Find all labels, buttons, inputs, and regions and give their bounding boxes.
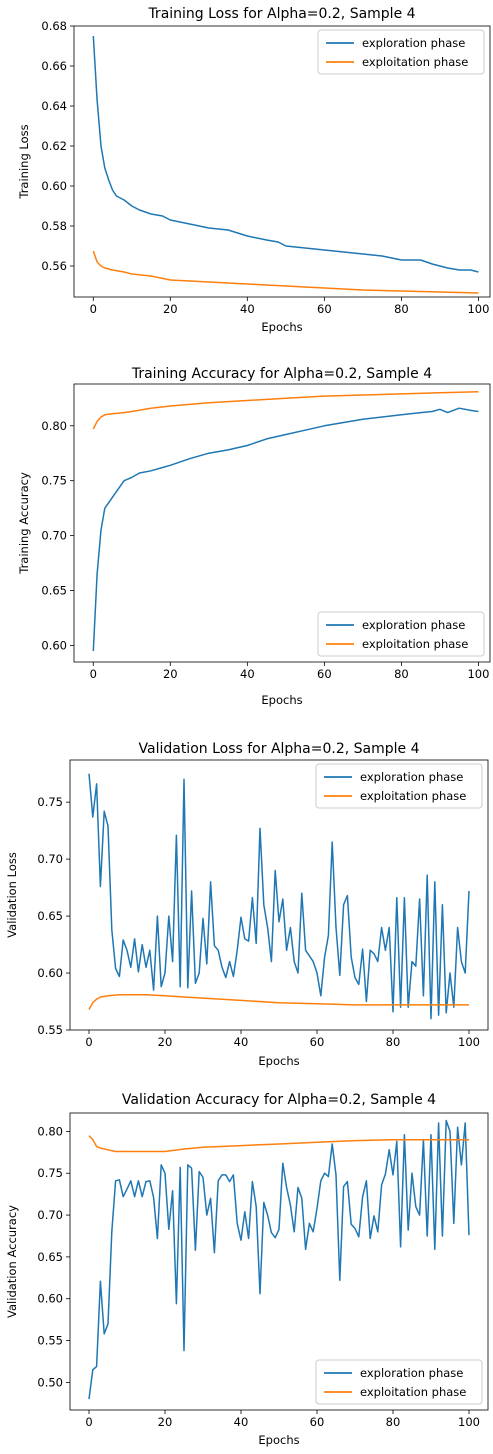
legend-label: exploitation phase (360, 1385, 466, 1399)
x-tick-label: 0 (90, 667, 97, 681)
chart-training-loss: Training Loss for Alpha=0.2, Sample 4 0 20… (0, 0, 493, 340)
chart-title: Training Accuracy for Alpha=0.2, Sample … (131, 366, 432, 382)
series-line-exploitation-phase (92, 250, 479, 294)
plot-frame (73, 383, 491, 663)
chart-svg: Training Accuracy for Alpha=0.2, Sample … (17, 366, 491, 707)
chart-training-accuracy: Training Accuracy for Alpha=0.2, Sample … (0, 362, 493, 717)
x-tick-label: 40 (234, 1035, 249, 1049)
x-tick-label: 80 (394, 667, 409, 681)
x-tick-label: 100 (467, 667, 489, 681)
x-tick-label: 80 (386, 1035, 401, 1049)
x-axis-label: Epochs (258, 1433, 299, 1447)
y-tick-label: 0.55 (37, 1023, 63, 1037)
series-line-exploitation-phase (92, 390, 479, 430)
legend: exploration phase exploitation phase (317, 29, 485, 75)
series-line-exploration-phase (92, 407, 479, 652)
x-tick-label: 40 (234, 1415, 249, 1429)
y-tick-label: 0.70 (41, 529, 67, 543)
y-tick-label: 0.70 (37, 1208, 63, 1222)
x-axis-label: Epochs (258, 1054, 299, 1068)
plot-frame (73, 25, 491, 298)
x-tick-label: 20 (158, 1415, 173, 1429)
y-tick-label: 0.80 (41, 419, 67, 433)
legend-label: exploration phase (362, 36, 465, 50)
x-tick-label: 60 (317, 667, 332, 681)
x-tick-label: 20 (163, 667, 178, 681)
y-tick-label: 0.55 (37, 1334, 63, 1348)
legend-box (315, 763, 483, 809)
series-line-exploration-phase (92, 35, 479, 273)
x-tick-label: 0 (85, 1035, 92, 1049)
y-tick-label: 0.75 (37, 795, 63, 809)
legend: exploration phase exploitation phase (315, 1359, 483, 1405)
x-tick-label: 0 (85, 1415, 92, 1429)
y-tick-label: 0.60 (37, 1292, 63, 1306)
chart-validation-loss: Validation Loss for Alpha=0.2, Sample 4 0… (0, 734, 493, 1074)
legend: exploration phase exploitation phase (315, 763, 483, 809)
y-tick-label: 0.65 (41, 584, 67, 598)
chart-validation-accuracy: Validation Accuracy for Alpha=0.2, Sampl… (0, 1090, 493, 1450)
y-tick-label: 0.50 (37, 1375, 63, 1389)
x-tick-label: 100 (458, 1035, 480, 1049)
y-axis-label: Training Loss (17, 124, 31, 199)
y-tick-label: 0.60 (37, 966, 63, 980)
y-tick-label: 0.80 (37, 1124, 63, 1138)
chart-svg: Validation Accuracy for Alpha=0.2, Sampl… (5, 1092, 489, 1447)
y-tick-label: 0.75 (37, 1166, 63, 1180)
legend-box (317, 29, 485, 75)
y-axis-label: Training Accuracy (17, 472, 31, 575)
plot-frame (69, 1112, 489, 1411)
x-tick-label: 80 (394, 302, 409, 316)
y-axis-label: Validation Loss (5, 852, 19, 938)
y-tick-label: 0.58 (41, 219, 67, 233)
x-axis-label: Epochs (261, 320, 302, 334)
legend-label: exploration phase (362, 618, 465, 632)
x-tick-label: 20 (158, 1035, 173, 1049)
series-line-exploitation-phase (88, 993, 469, 1010)
y-tick-label: 0.75 (41, 474, 67, 488)
chart-title: Validation Loss for Alpha=0.2, Sample 4 (139, 741, 420, 757)
chart-title: Validation Accuracy for Alpha=0.2, Sampl… (122, 1092, 436, 1108)
x-tick-label: 100 (467, 302, 489, 316)
x-tick-label: 40 (240, 667, 255, 681)
x-tick-label: 60 (310, 1415, 325, 1429)
y-tick-label: 0.56 (41, 259, 67, 273)
y-tick-label: 0.66 (41, 59, 67, 73)
legend-label: exploitation phase (360, 789, 466, 803)
y-tick-label: 0.64 (41, 99, 67, 113)
legend-label: exploration phase (360, 770, 463, 784)
y-tick-label: 0.70 (37, 852, 63, 866)
series-line-exploration-phase (88, 773, 470, 1020)
y-tick-label: 0.60 (41, 639, 67, 653)
plot-frame (69, 759, 489, 1031)
x-tick-label: 40 (240, 302, 255, 316)
y-axis-label: Validation Accuracy (5, 1205, 19, 1318)
y-tick-label: 0.65 (37, 1250, 63, 1264)
legend-label: exploitation phase (362, 637, 468, 651)
x-tick-label: 80 (386, 1415, 401, 1429)
legend-label: exploitation phase (362, 55, 468, 69)
y-tick-label: 0.65 (37, 909, 63, 923)
y-tick-label: 0.68 (41, 19, 67, 33)
x-tick-label: 100 (458, 1415, 480, 1429)
x-tick-label: 60 (310, 1035, 325, 1049)
chart-svg: Validation Loss for Alpha=0.2, Sample 4 0… (5, 741, 489, 1068)
chart-svg: Training Loss for Alpha=0.2, Sample 4 0 20… (17, 6, 491, 334)
x-tick-label: 60 (317, 302, 332, 316)
x-tick-label: 0 (90, 302, 97, 316)
x-tick-label: 20 (163, 302, 178, 316)
y-tick-label: 0.62 (41, 139, 67, 153)
x-axis-label: Epochs (261, 693, 302, 707)
legend-box (315, 1359, 483, 1405)
series-line-exploitation-phase (88, 1135, 469, 1153)
legend-label: exploration phase (360, 1366, 463, 1380)
series-line-exploration-phase (88, 1119, 470, 1400)
legend-box (317, 611, 485, 657)
legend: exploration phase exploitation phase (317, 611, 485, 657)
chart-title: Training Loss for Alpha=0.2, Sample 4 (147, 6, 415, 22)
y-tick-label: 0.60 (41, 179, 67, 193)
